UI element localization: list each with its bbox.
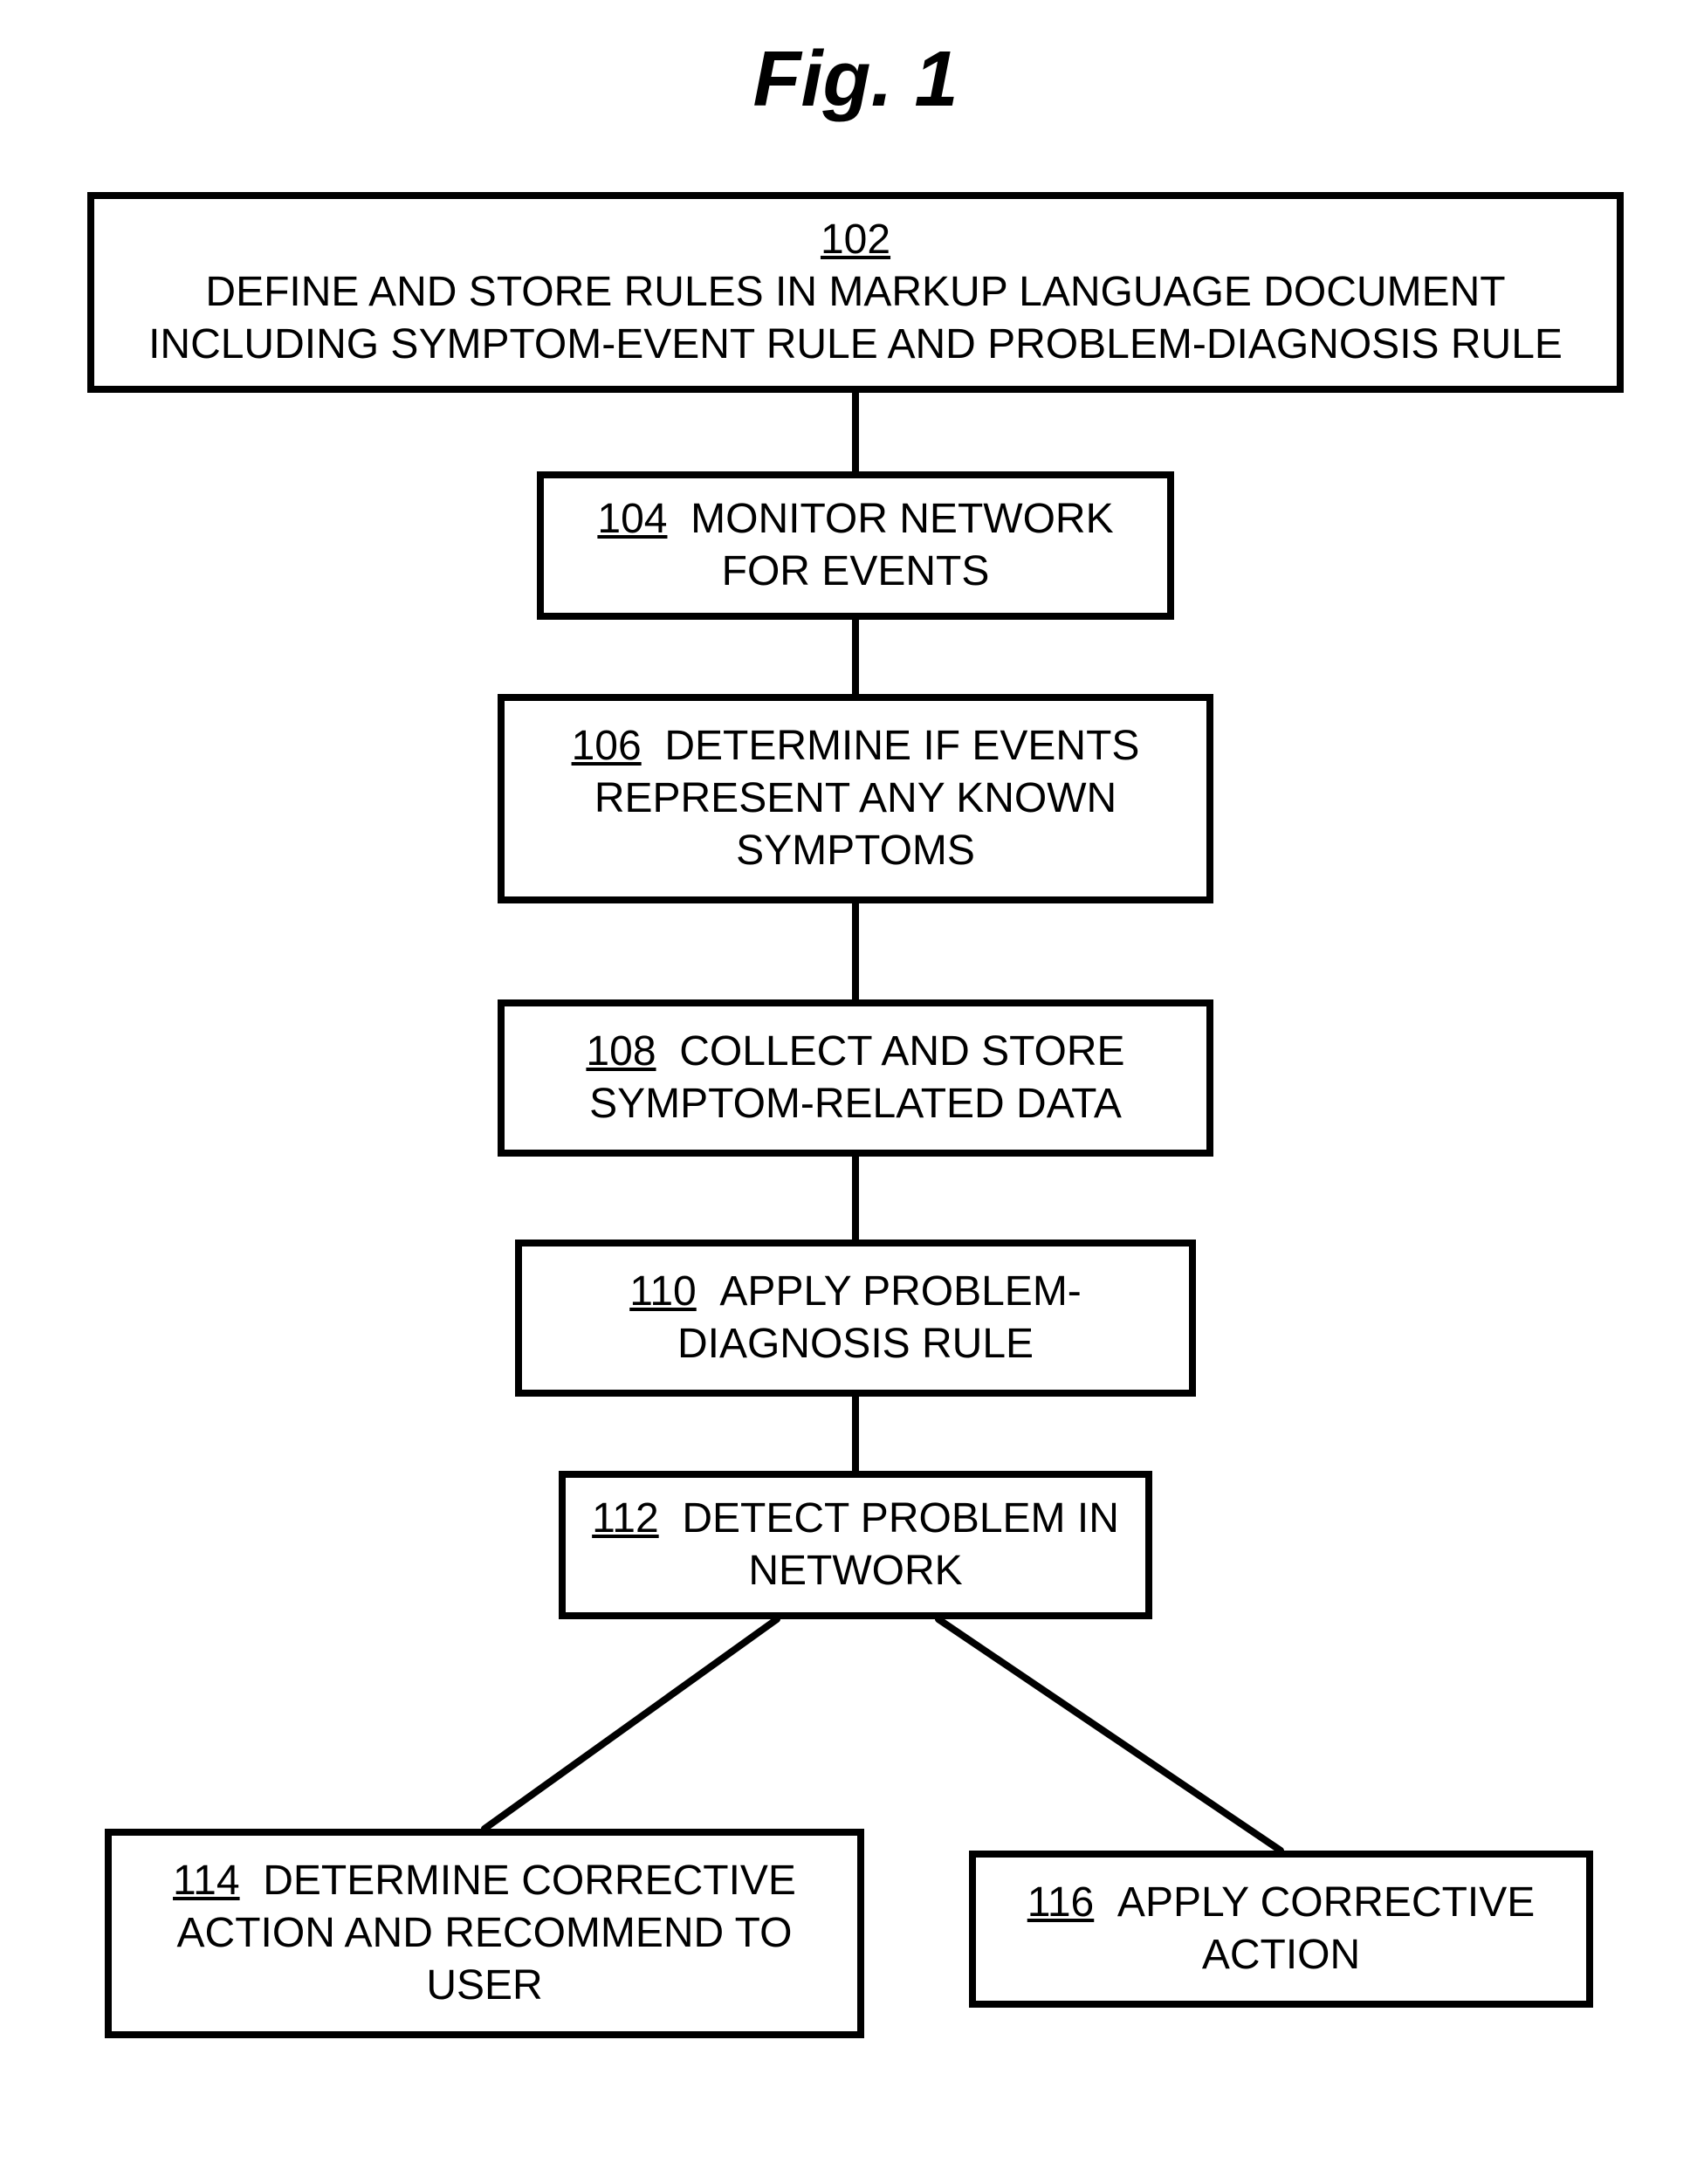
flowchart-canvas: Fig. 1 102 DEFINE AND STORE RULES IN MAR…	[0, 0, 1704, 2184]
node-116-num: 116	[1027, 1879, 1095, 1926]
node-104-label: 104 MONITOR NETWORK FOR EVENTS	[561, 493, 1150, 598]
node-104-num: 104	[597, 496, 667, 542]
node-102-text: DEFINE AND STORE RULES IN MARKUP LANGUAG…	[148, 269, 1563, 367]
node-108-num: 108	[586, 1028, 656, 1075]
node-112-text: DETECT PROBLEM IN NETWORK	[682, 1495, 1119, 1594]
node-112: 112 DETECT PROBLEM IN NETWORK	[559, 1471, 1152, 1619]
node-114-label: 114 DETERMINE CORRECTIVE ACTION AND RECO…	[129, 1855, 840, 2012]
node-104-text: MONITOR NETWORK FOR EVENTS	[691, 496, 1113, 594]
node-116: 116 APPLY CORRECTIVE ACTION	[969, 1851, 1593, 2008]
node-112-num: 112	[592, 1495, 659, 1542]
node-108-label: 108 COLLECT AND STORE SYMPTOM-RELATED DA…	[522, 1026, 1189, 1130]
node-114: 114 DETERMINE CORRECTIVE ACTION AND RECO…	[105, 1829, 864, 2038]
node-110-text: APPLY PROBLEM-DIAGNOSIS RULE	[677, 1268, 1082, 1367]
node-114-num: 114	[173, 1858, 240, 1904]
node-106-label: 106 DETERMINE IF EVENTS REPRESENT ANY KN…	[522, 720, 1189, 877]
node-106-num: 106	[572, 723, 642, 769]
node-116-label: 116 APPLY CORRECTIVE ACTION	[993, 1877, 1569, 1981]
node-116-text: APPLY CORRECTIVE ACTION	[1117, 1879, 1535, 1978]
node-102-num: 102	[821, 216, 890, 263]
node-108: 108 COLLECT AND STORE SYMPTOM-RELATED DA…	[498, 999, 1213, 1157]
figure-title: Fig. 1	[681, 35, 1030, 125]
node-110-num: 110	[629, 1268, 697, 1315]
figure-title-text: Fig. 1	[752, 36, 958, 123]
node-104: 104 MONITOR NETWORK FOR EVENTS	[537, 471, 1174, 620]
node-106: 106 DETERMINE IF EVENTS REPRESENT ANY KN…	[498, 694, 1213, 903]
node-112-label: 112 DETECT PROBLEM IN NETWORK	[583, 1493, 1128, 1597]
node-106-text: DETERMINE IF EVENTS REPRESENT ANY KNOWN …	[594, 723, 1140, 874]
node-102: 102 DEFINE AND STORE RULES IN MARKUP LAN…	[87, 192, 1624, 393]
node-108-text: COLLECT AND STORE SYMPTOM-RELATED DATA	[589, 1028, 1124, 1127]
node-114-text: DETERMINE CORRECTIVE ACTION AND RECOMMEN…	[177, 1858, 796, 2009]
node-110: 110 APPLY PROBLEM-DIAGNOSIS RULE	[515, 1240, 1196, 1397]
node-110-label: 110 APPLY PROBLEM-DIAGNOSIS RULE	[539, 1266, 1172, 1370]
node-102-label: 102 DEFINE AND STORE RULES IN MARKUP LAN…	[112, 214, 1599, 371]
